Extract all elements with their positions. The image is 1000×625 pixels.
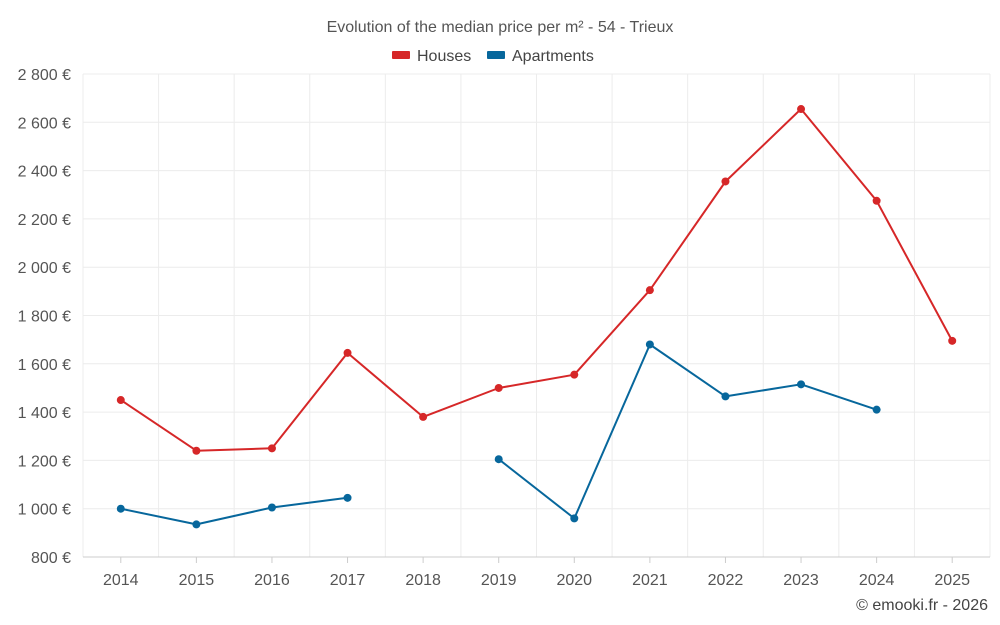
y-tick-label: 2 800 €	[18, 67, 71, 84]
y-tick-label: 2 000 €	[18, 260, 71, 277]
series-line-houses	[119, 108, 954, 452]
chart-title: Evolution of the median price per m² - 5…	[327, 19, 674, 36]
y-tick-label: 800 €	[31, 550, 71, 567]
legend-swatch-houses	[392, 51, 410, 59]
data-point-apartments[interactable]	[267, 503, 276, 512]
x-tick-label: 2019	[481, 572, 517, 589]
x-tick-label: 2018	[405, 572, 441, 589]
data-point-houses[interactable]	[645, 286, 654, 295]
data-point-apartments[interactable]	[797, 380, 806, 389]
x-tick-label: 2022	[708, 572, 744, 589]
data-point-houses[interactable]	[797, 105, 806, 114]
data-point-apartments[interactable]	[494, 455, 503, 464]
legend-item-apartments[interactable]: Apartments	[487, 48, 594, 65]
y-tick-label: 1 600 €	[18, 357, 71, 374]
x-tick-label: 2021	[632, 572, 668, 589]
series-line-apartments	[119, 496, 349, 526]
y-tick-label: 1 000 €	[18, 502, 71, 519]
data-point-apartments[interactable]	[116, 504, 125, 513]
legend-item-houses[interactable]: Houses	[392, 48, 471, 65]
series-houses	[116, 105, 957, 455]
data-point-apartments[interactable]	[570, 514, 579, 523]
data-point-houses[interactable]	[570, 370, 579, 379]
y-tick-label: 2 600 €	[18, 115, 71, 132]
y-tick-label: 1 800 €	[18, 309, 71, 326]
legend-label-houses: Houses	[417, 48, 471, 65]
x-tick-label: 2023	[783, 572, 819, 589]
data-point-houses[interactable]	[494, 383, 503, 392]
data-point-houses[interactable]	[192, 446, 201, 455]
series-line-apartments	[497, 343, 878, 520]
x-tick-label: 2020	[556, 572, 592, 589]
data-point-apartments[interactable]	[721, 392, 730, 401]
series	[116, 105, 957, 529]
x-tick-label: 2015	[179, 572, 215, 589]
y-tick-label: 2 400 €	[18, 164, 71, 181]
data-point-houses[interactable]	[343, 348, 352, 357]
y-tick-label: 2 200 €	[18, 212, 71, 229]
data-point-houses[interactable]	[116, 396, 125, 405]
axes: 800 € 1 000 € 1 200 € 1 400 € 1 600 € 1 800 €…	[18, 67, 990, 589]
data-point-apartments[interactable]	[645, 340, 654, 349]
series-apartments	[116, 340, 881, 529]
data-point-houses[interactable]	[721, 177, 730, 186]
x-tick-label: 2017	[330, 572, 366, 589]
legend: Houses Apartments	[392, 48, 594, 65]
data-point-apartments[interactable]	[872, 405, 881, 414]
x-tick-label: 2016	[254, 572, 290, 589]
data-point-apartments[interactable]	[343, 493, 352, 502]
y-tick-label: 1 200 €	[18, 453, 71, 470]
data-point-houses[interactable]	[872, 196, 881, 205]
legend-swatch-apartments	[487, 51, 505, 59]
x-tick-label: 2025	[934, 572, 970, 589]
data-point-houses[interactable]	[948, 336, 957, 345]
data-point-houses[interactable]	[267, 444, 276, 453]
data-point-houses[interactable]	[419, 412, 428, 421]
legend-label-apartments: Apartments	[512, 48, 594, 65]
grid	[82, 73, 991, 557]
data-point-apartments[interactable]	[192, 520, 201, 529]
credit-text: © emooki.fr - 2026	[856, 597, 988, 614]
y-tick-label: 1 400 €	[18, 405, 71, 422]
x-tick-label: 2014	[103, 572, 139, 589]
x-tick-label: 2024	[859, 572, 895, 589]
